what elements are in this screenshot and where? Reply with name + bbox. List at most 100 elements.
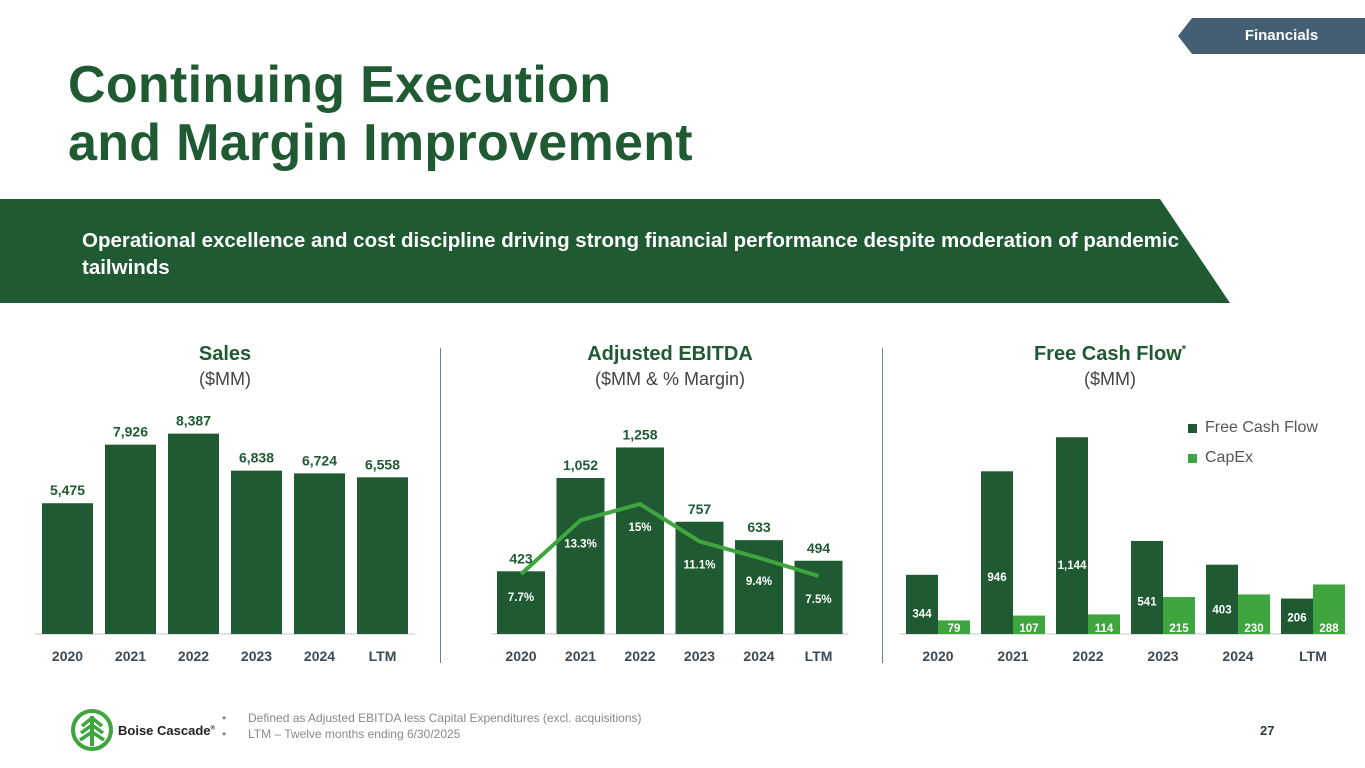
ebitda-chart-title: Adjusted EBITDA <box>587 343 753 365</box>
bar-free-cash-flow <box>1206 564 1238 634</box>
x-tick-label: LTM <box>1299 648 1327 664</box>
fcf-chart-subtitle: ($MM) <box>1084 369 1136 389</box>
footnote: • Defined as Adjusted EBITDA less Capita… <box>222 710 642 726</box>
section-tag-shape <box>1178 18 1365 54</box>
legend-swatch-free-cash-flow <box>1188 423 1197 433</box>
margin-line <box>519 502 820 578</box>
bar-capex <box>1013 615 1045 634</box>
footnotes: • Defined as Adjusted EBITDA less Capita… <box>222 710 642 742</box>
bar-capex <box>1088 614 1120 634</box>
legend-item-free-cash-flow: Free Cash Flow <box>1188 413 1318 443</box>
x-tick-label: LTM <box>805 648 833 664</box>
bar-free-cash-flow <box>1056 437 1088 634</box>
fcf-chart-title-marker: * <box>1181 343 1187 356</box>
bar <box>231 470 282 634</box>
data-label-capex: 230 <box>1244 623 1263 635</box>
bar <box>556 478 605 634</box>
bar-capex <box>1313 584 1345 634</box>
registered-mark: ® <box>210 725 215 732</box>
data-label: 6,558 <box>365 456 400 472</box>
x-tick-label: 2023 <box>1147 648 1178 664</box>
summary-banner-text: Operational excellence and cost discipli… <box>82 229 1180 279</box>
x-tick-label: 2024 <box>304 648 335 664</box>
data-label-free-cash-flow: 206 <box>1287 612 1306 624</box>
bar-free-cash-flow <box>906 574 938 634</box>
margin-label: 15% <box>628 522 651 534</box>
margin-label: 7.7% <box>508 592 534 604</box>
chart-divider <box>882 348 883 663</box>
sales-chart-subtitle: ($MM) <box>199 369 251 389</box>
x-tick-label: 2023 <box>241 648 272 664</box>
bar <box>105 444 156 634</box>
section-tag-label: Financials <box>1244 27 1319 44</box>
data-label-free-cash-flow: 403 <box>1212 605 1231 617</box>
x-tick-label: 2024 <box>743 648 774 664</box>
page-title: Continuing Execution and Margin Improvem… <box>68 56 693 172</box>
margin-label: 11.1% <box>684 559 716 571</box>
data-label-free-cash-flow: 541 <box>1137 596 1157 608</box>
chart-divider <box>440 348 441 663</box>
x-tick-label: 2020 <box>505 648 536 664</box>
footnote-text: Defined as Adjusted EBITDA less Capital … <box>248 711 642 725</box>
fcf-legend: Free Cash Flow CapEx <box>1188 413 1318 473</box>
bar <box>616 447 664 634</box>
bar-free-cash-flow <box>1131 540 1163 634</box>
legend-item-capex: CapEx <box>1188 443 1318 473</box>
data-label: 757 <box>688 501 712 517</box>
data-label: 1,052 <box>563 457 598 473</box>
data-label: 1,258 <box>622 426 657 442</box>
footnote-bullet: • <box>222 727 227 741</box>
footnote: • LTM – Twelve months ending 6/30/2025 <box>222 726 642 742</box>
data-label: 6,838 <box>239 450 274 466</box>
data-label: 6,724 <box>302 452 337 468</box>
summary-banner-shape <box>0 199 1230 303</box>
margin-label: 7.5% <box>805 594 831 606</box>
margin-label: 9.4% <box>746 576 772 588</box>
logo-text: Boise Cascade <box>118 722 211 738</box>
data-label-capex: 79 <box>948 623 961 635</box>
bar <box>168 433 219 634</box>
data-label: 494 <box>807 540 831 556</box>
data-label-capex: 114 <box>1095 623 1114 635</box>
legend-label-capex: CapEx <box>1205 449 1254 466</box>
summary-banner <box>0 199 1232 303</box>
data-label: 633 <box>747 519 771 535</box>
legend-swatch-capex <box>1188 453 1197 463</box>
fcf-chart-title: Free Cash Flow* <box>925 343 1295 366</box>
company-logo: Boise Cascade® <box>70 708 215 752</box>
x-tick-label: 2020 <box>52 648 83 664</box>
footnote-text: LTM – Twelve months ending 6/30/2025 <box>248 727 461 741</box>
bar <box>497 571 545 634</box>
x-tick-label: 2024 <box>1222 648 1253 664</box>
sales-chart-title: Sales <box>198 343 252 365</box>
x-tick-label: 2022 <box>1072 648 1103 664</box>
data-label: 7,926 <box>113 424 148 440</box>
x-tick-label: 2021 <box>997 648 1028 664</box>
bar-capex <box>1238 594 1270 634</box>
bar <box>294 473 345 634</box>
page-title-line-1: Continuing Execution <box>68 56 612 114</box>
bar <box>42 503 93 634</box>
x-tick-label: 2021 <box>565 648 596 664</box>
logo-name: Boise Cascade® <box>118 723 215 738</box>
x-tick-label: 2020 <box>922 648 953 664</box>
x-tick-label: 2021 <box>115 648 146 664</box>
data-label: 8,387 <box>176 413 211 429</box>
page-title-line-2: and Margin Improvement <box>68 114 693 172</box>
bar-free-cash-flow <box>981 471 1013 634</box>
fcf-chart-title-text: Free Cash Flow <box>1033 343 1182 365</box>
page-number: 27 <box>1260 723 1275 738</box>
bar-free-cash-flow <box>1281 598 1313 634</box>
bar-capex <box>938 620 970 634</box>
x-tick-label: LTM <box>369 648 397 664</box>
tree-logo-icon <box>71 709 113 751</box>
section-tag: Financials <box>1178 18 1365 54</box>
legend-label-free-cash-flow: Free Cash Flow <box>1205 419 1318 436</box>
margin-label: 13.3% <box>564 538 597 550</box>
data-label-capex: 215 <box>1169 623 1189 635</box>
footnote-bullet: • <box>222 711 227 725</box>
data-label-capex: 288 <box>1319 623 1339 635</box>
